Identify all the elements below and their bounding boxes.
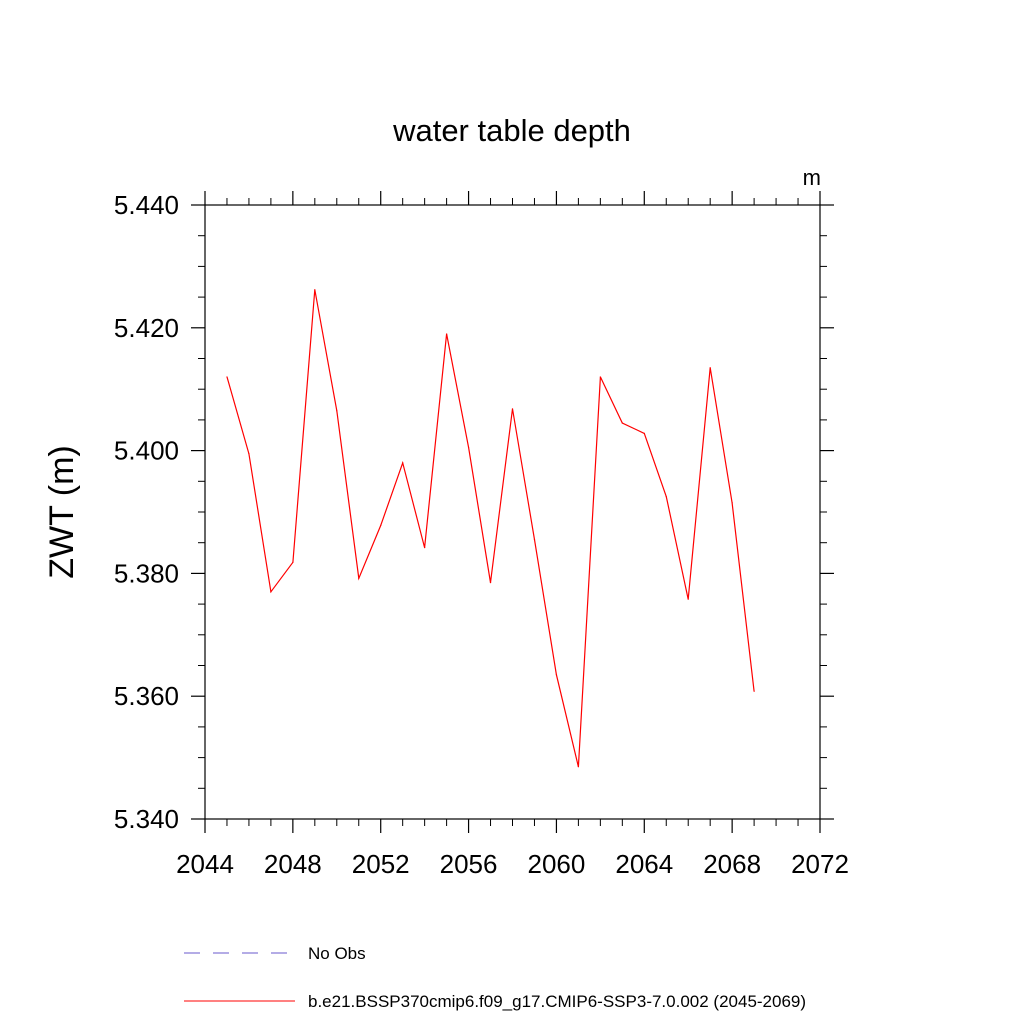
legend-label: No Obs [308, 944, 366, 963]
chart-title: water table depth [392, 113, 631, 148]
data-point [358, 577, 360, 579]
data-point [533, 539, 536, 541]
data-point [577, 766, 579, 768]
data-point [665, 496, 667, 498]
data-point [621, 422, 623, 424]
data-point [248, 453, 250, 455]
x-tick-label: 2056 [440, 849, 498, 879]
y-axis-label: ZWT (m) [43, 445, 81, 578]
data-point [753, 690, 755, 692]
data-point [402, 462, 404, 464]
x-tick-label: 2044 [176, 849, 234, 879]
data-point [424, 547, 426, 549]
data-point [599, 376, 601, 378]
data-point [555, 674, 558, 676]
x-tick-label: 2068 [703, 849, 761, 879]
legend: No Obs b.e21.BSSP370cmip6.f09_g17.CMIP6-S… [184, 944, 806, 1011]
data-point [292, 561, 294, 563]
data-point [643, 432, 645, 435]
data-point [446, 333, 448, 335]
y-tick-label: 5.340 [114, 804, 179, 834]
series-line [226, 289, 755, 767]
data-point [489, 582, 492, 584]
y-tick-label: 5.360 [114, 681, 179, 711]
data-point [709, 367, 711, 369]
data-point [380, 524, 382, 527]
data-point [731, 502, 733, 504]
x-tick-label: 2052 [352, 849, 410, 879]
series-layer [226, 289, 755, 768]
y-tick-label: 5.400 [114, 436, 179, 466]
x-tick-label: 2060 [528, 849, 586, 879]
data-point [336, 410, 338, 412]
x-tick-label: 2072 [791, 849, 849, 879]
data-point [226, 376, 228, 378]
data-point [314, 289, 316, 291]
y-tick-label: 5.420 [114, 313, 179, 343]
data-point [467, 446, 470, 449]
x-tick-label: 2048 [264, 849, 322, 879]
y-tick-label: 5.380 [114, 558, 179, 588]
data-point [270, 591, 272, 593]
axis-ticks: 2044 2048 2052 2056 2060 2064 2068 2072 5.340 5.3… [114, 190, 849, 879]
y-tick-label: 5.440 [114, 190, 179, 220]
legend-label: b.e21.BSSP370cmip6.f09_g17.CMIP6-SSP3-7.… [308, 992, 806, 1011]
data-point [687, 598, 689, 600]
x-tick-label: 2064 [615, 849, 673, 879]
units-label: m [803, 165, 821, 190]
data-point [511, 408, 514, 410]
